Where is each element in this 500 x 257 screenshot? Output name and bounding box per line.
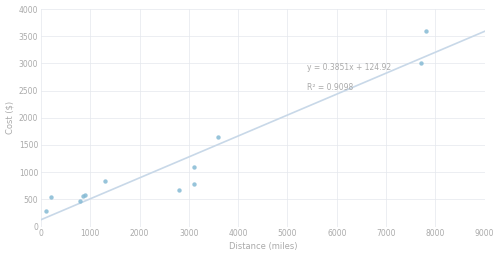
Point — [82, 193, 90, 197]
Point — [76, 199, 84, 203]
X-axis label: Distance (miles): Distance (miles) — [228, 242, 297, 251]
Point — [190, 165, 198, 169]
Text: y = 0.3851x + 124.92: y = 0.3851x + 124.92 — [307, 63, 392, 72]
Point — [101, 179, 109, 183]
Point — [190, 181, 198, 186]
Point — [175, 188, 183, 192]
Point — [422, 29, 430, 33]
Y-axis label: Cost ($): Cost ($) — [6, 101, 15, 134]
Point — [47, 195, 55, 199]
Point — [42, 209, 50, 213]
Point — [214, 135, 222, 139]
Point — [416, 61, 424, 66]
Point — [79, 194, 87, 198]
Text: R² = 0.9098: R² = 0.9098 — [307, 83, 354, 92]
